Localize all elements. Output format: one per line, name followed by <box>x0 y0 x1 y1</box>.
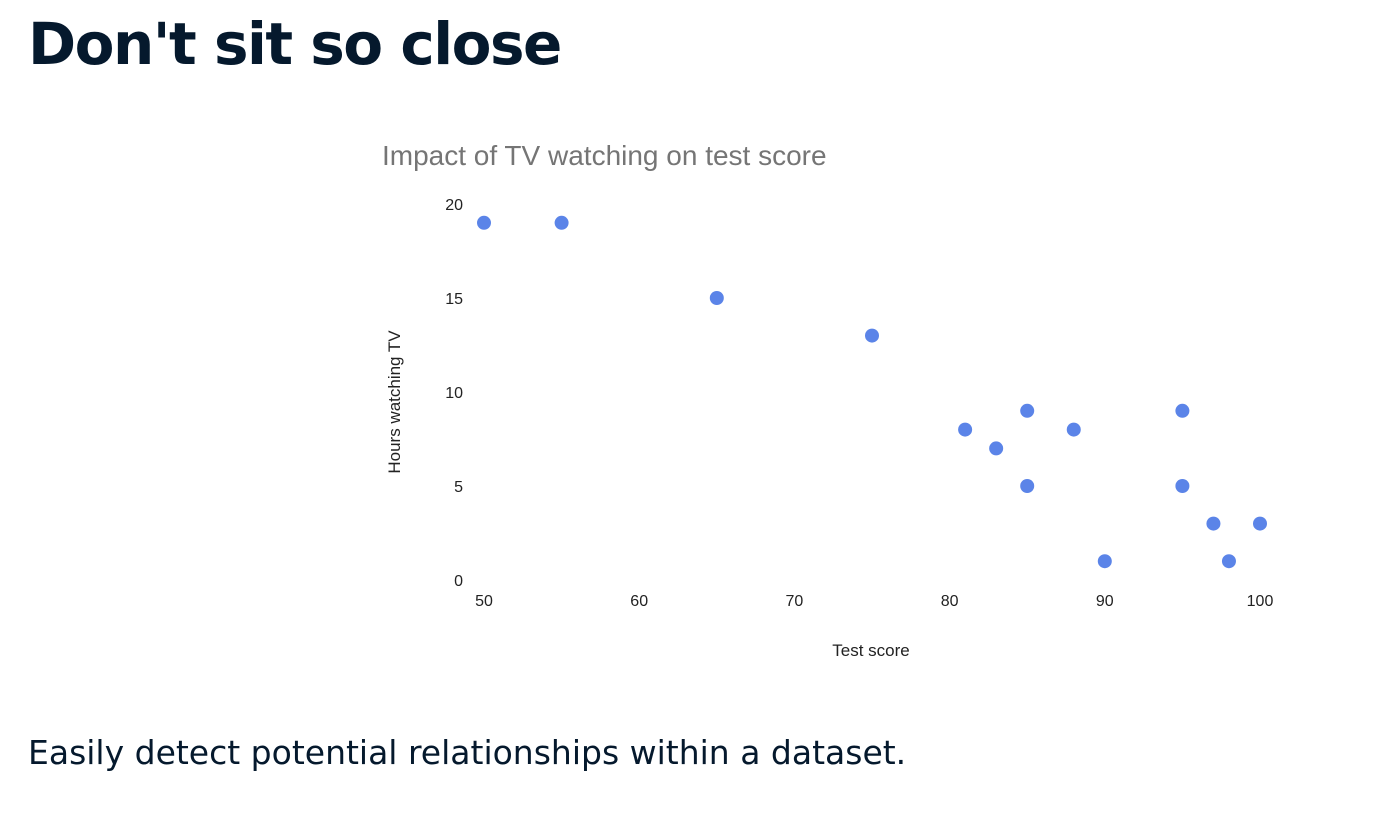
data-point <box>1020 403 1035 418</box>
data-point <box>554 215 569 230</box>
slide-title: Don't sit so close <box>28 10 562 78</box>
y-axis-ticks: 0 5 10 15 20 <box>445 197 463 590</box>
data-point <box>709 291 724 305</box>
data-point <box>1066 422 1081 437</box>
data-point <box>958 422 973 437</box>
y-tick-label: 5 <box>454 479 463 496</box>
data-point <box>1175 403 1190 418</box>
data-point <box>1221 554 1236 569</box>
data-point <box>477 215 491 230</box>
y-tick-label: 0 <box>454 573 463 590</box>
y-tick-label: 20 <box>445 197 463 214</box>
data-point <box>865 328 879 343</box>
x-tick-label: 90 <box>1096 593 1114 610</box>
x-tick-label: 70 <box>786 593 804 610</box>
data-point <box>1206 516 1221 531</box>
data-point <box>1253 516 1267 531</box>
x-tick-label: 50 <box>475 593 493 610</box>
slide-caption: Easily detect potential relationships wi… <box>28 733 907 772</box>
x-tick-label: 60 <box>630 593 648 610</box>
x-tick-label: 100 <box>1247 593 1274 610</box>
x-axis-label: Test score <box>832 641 909 660</box>
x-axis-ticks: 50 60 70 80 90 100 <box>475 593 1273 610</box>
y-tick-label: 15 <box>445 291 463 308</box>
data-point <box>1175 479 1190 493</box>
y-axis-label: Hours watching TV <box>385 330 404 474</box>
data-point <box>1097 554 1112 569</box>
x-tick-label: 80 <box>941 593 959 610</box>
y-tick-label: 10 <box>445 385 463 402</box>
data-point <box>989 441 1004 456</box>
data-point <box>1020 479 1035 493</box>
chart-title: Impact of TV watching on test score <box>382 140 827 171</box>
data-points <box>477 215 1267 569</box>
